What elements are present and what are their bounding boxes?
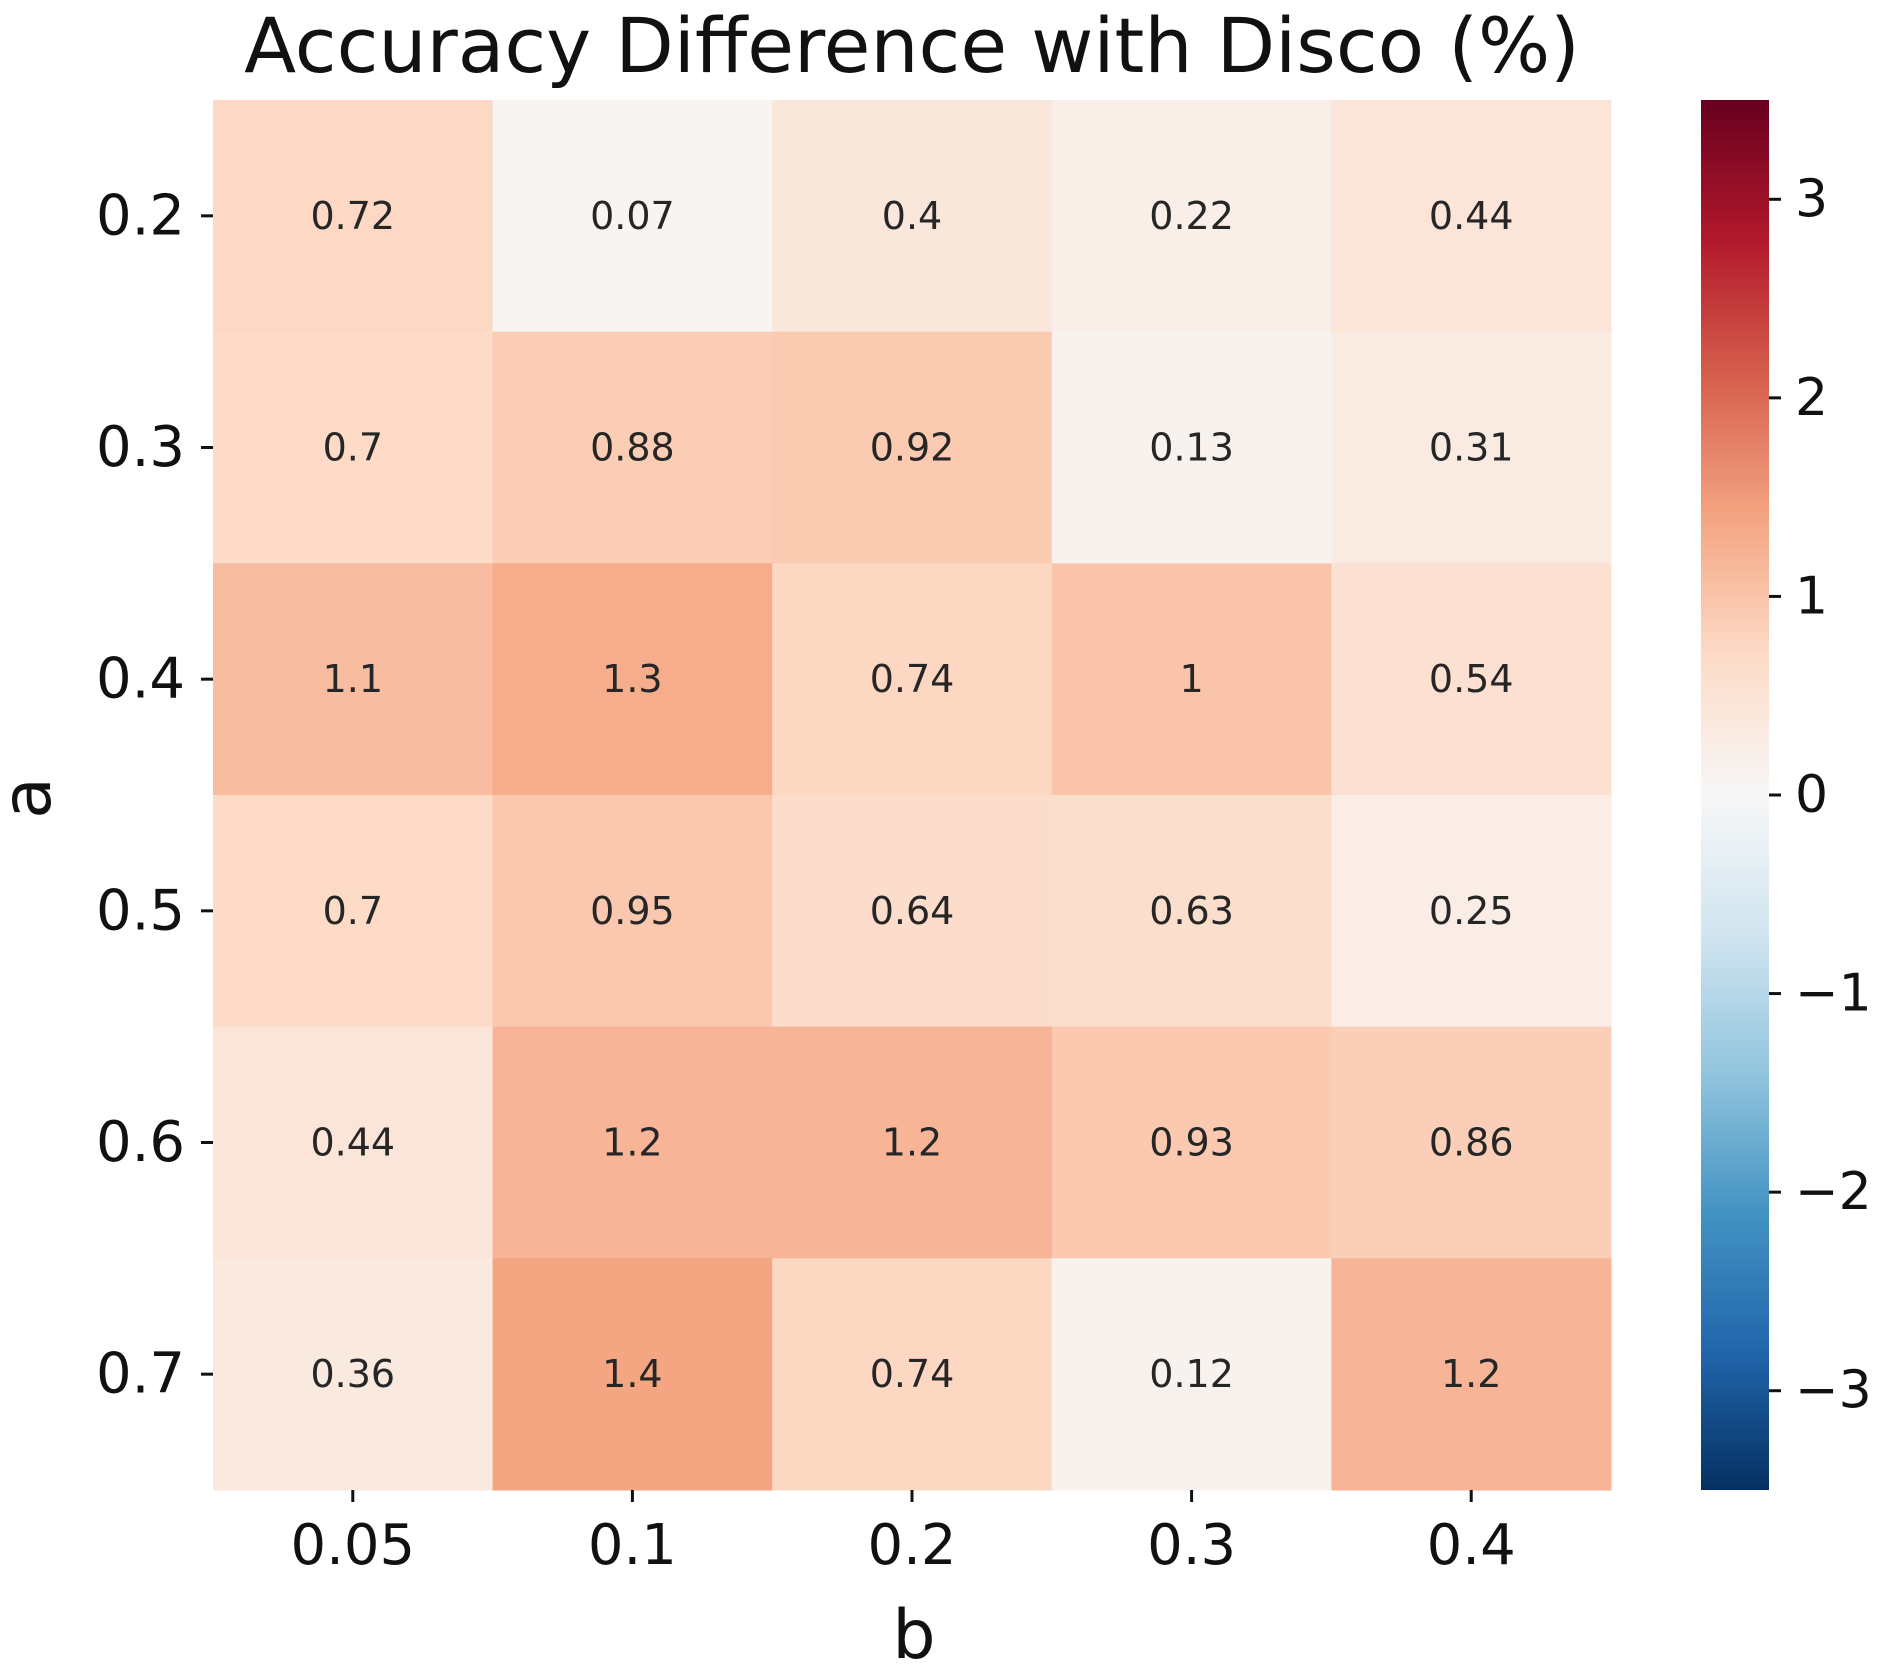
x-axis-label: b bbox=[892, 1596, 935, 1666]
colorbar bbox=[1701, 100, 1769, 1490]
cell-value-label: 0.44 bbox=[310, 1121, 395, 1165]
cell-value-label: 1.1 bbox=[323, 657, 383, 701]
cell-value-label: 1.2 bbox=[1441, 1352, 1501, 1396]
heatmap-cell-r5-c3 bbox=[1051, 1258, 1332, 1491]
cell-value-label: 0.13 bbox=[1149, 426, 1234, 470]
heatmap-cell-r1-c4 bbox=[1331, 331, 1612, 564]
colorbar-axis: 3 2 1 0 −1 −2 −3 bbox=[1769, 169, 1872, 1421]
x-tick-label: 0.1 bbox=[588, 1513, 677, 1578]
cell-value-label: 0.64 bbox=[870, 889, 955, 933]
x-tick-label: 0.3 bbox=[1147, 1513, 1236, 1578]
heatmap-cell-r3-c3 bbox=[1051, 795, 1332, 1028]
cell-value-label: 0.95 bbox=[590, 889, 675, 933]
cell-value-label: 1.3 bbox=[602, 657, 662, 701]
colorbar-tick-label: 2 bbox=[1795, 368, 1828, 428]
heatmap-cell-r1-c2 bbox=[772, 331, 1053, 564]
cell-value-label: 0.86 bbox=[1429, 1121, 1514, 1165]
heatmap-cell-r1-c1 bbox=[492, 331, 773, 564]
cell-value-label: 0.74 bbox=[870, 1352, 955, 1396]
heatmap-cell-r2-c4 bbox=[1331, 563, 1612, 796]
cell-value-label: 0.92 bbox=[870, 426, 955, 470]
cell-value-label: 1 bbox=[1180, 657, 1204, 701]
heatmap-cell-r2-c2 bbox=[772, 563, 1053, 796]
y-tick-label: 0.7 bbox=[96, 1342, 185, 1407]
heatmap-cell-r3-c4 bbox=[1331, 795, 1612, 1028]
colorbar-tick-label: 0 bbox=[1795, 765, 1828, 825]
cell-value-label: 0.31 bbox=[1429, 426, 1514, 470]
heatmap-cell-r0-c0 bbox=[213, 100, 494, 333]
cell-value-label: 0.12 bbox=[1149, 1352, 1234, 1396]
heatmap-cell-r4-c1 bbox=[492, 1026, 773, 1259]
x-tick-label: 0.2 bbox=[867, 1513, 956, 1578]
y-tick-label: 0.5 bbox=[96, 878, 185, 943]
cell-value-label: 0.72 bbox=[310, 194, 395, 238]
colorbar-tick-label: 1 bbox=[1795, 566, 1828, 626]
heatmap-cell-r1-c0 bbox=[213, 331, 494, 564]
heatmap-cell-r5-c4 bbox=[1331, 1258, 1612, 1491]
colorbar-tick-label: −3 bbox=[1795, 1361, 1872, 1421]
y-axis-label: a bbox=[0, 777, 67, 819]
cell-value-label: 1.2 bbox=[882, 1121, 942, 1165]
heatmap-cell-labels: 0.72 0.07 0.4 0.22 0.44 0.7 0.88 0.92 0.13 0.31 1.… bbox=[310, 194, 1513, 1396]
cell-value-label: 0.54 bbox=[1429, 657, 1514, 701]
colorbar-tick-label: −1 bbox=[1795, 964, 1872, 1024]
heatmap-cell-r3-c0 bbox=[213, 795, 494, 1028]
y-axis: 0.2 0.3 0.4 0.5 0.6 0.7 bbox=[96, 183, 213, 1407]
heatmap-cell-r3-c2 bbox=[772, 795, 1053, 1028]
heatmap-cell-r0-c2 bbox=[772, 100, 1053, 333]
cell-value-label: 1.4 bbox=[602, 1352, 662, 1396]
heatmap-cell-r2-c3 bbox=[1051, 563, 1332, 796]
cell-value-label: 0.88 bbox=[590, 426, 675, 470]
heatmap-cell-r0-c3 bbox=[1051, 100, 1332, 333]
cell-value-label: 1.2 bbox=[602, 1121, 662, 1165]
heatmap-cell-r5-c2 bbox=[772, 1258, 1053, 1491]
heatmap-cell-r0-c1 bbox=[492, 100, 773, 333]
cell-value-label: 0.22 bbox=[1149, 194, 1234, 238]
cell-value-label: 0.25 bbox=[1429, 889, 1514, 933]
cell-value-label: 0.07 bbox=[590, 194, 675, 238]
y-tick-label: 0.4 bbox=[96, 647, 185, 712]
cell-value-label: 0.7 bbox=[323, 426, 383, 470]
cell-value-label: 0.44 bbox=[1429, 194, 1514, 238]
heatmap-cell-r5-c0 bbox=[213, 1258, 494, 1491]
x-axis: 0.05 0.1 0.2 0.3 0.4 bbox=[290, 1490, 1516, 1578]
x-tick-label: 0.05 bbox=[290, 1513, 415, 1578]
cell-value-label: 0.4 bbox=[882, 194, 942, 238]
cell-value-label: 0.7 bbox=[323, 889, 383, 933]
y-tick-label: 0.6 bbox=[96, 1110, 185, 1175]
heatmap-cell-r5-c1 bbox=[492, 1258, 773, 1491]
heatmap-cell-r1-c3 bbox=[1051, 331, 1332, 564]
y-tick-label: 0.3 bbox=[96, 415, 185, 480]
heatmap-cell-r4-c4 bbox=[1331, 1026, 1612, 1259]
colorbar-tick-label: −2 bbox=[1795, 1162, 1872, 1222]
cell-value-label: 0.36 bbox=[310, 1352, 395, 1396]
heatmap-cell-r4-c3 bbox=[1051, 1026, 1332, 1259]
chart-title: Accuracy Difference with Disco (%) bbox=[244, 1, 1580, 90]
heatmap-cell-r4-c2 bbox=[772, 1026, 1053, 1259]
y-tick-label: 0.2 bbox=[96, 183, 185, 248]
cell-value-label: 0.63 bbox=[1149, 889, 1234, 933]
heatmap-cell-r3-c1 bbox=[492, 795, 773, 1028]
heatmap-cell-r2-c1 bbox=[492, 563, 773, 796]
heatmap-cell-r0-c4 bbox=[1331, 100, 1612, 333]
heatmap-cell-r4-c0 bbox=[213, 1026, 494, 1259]
colorbar-tick-label: 3 bbox=[1795, 169, 1828, 229]
cell-value-label: 0.93 bbox=[1149, 1121, 1234, 1165]
cell-value-label: 0.74 bbox=[870, 657, 955, 701]
heatmap-cells bbox=[213, 100, 1612, 1491]
x-tick-label: 0.4 bbox=[1427, 1513, 1516, 1578]
heatmap-cell-r2-c0 bbox=[213, 563, 494, 796]
